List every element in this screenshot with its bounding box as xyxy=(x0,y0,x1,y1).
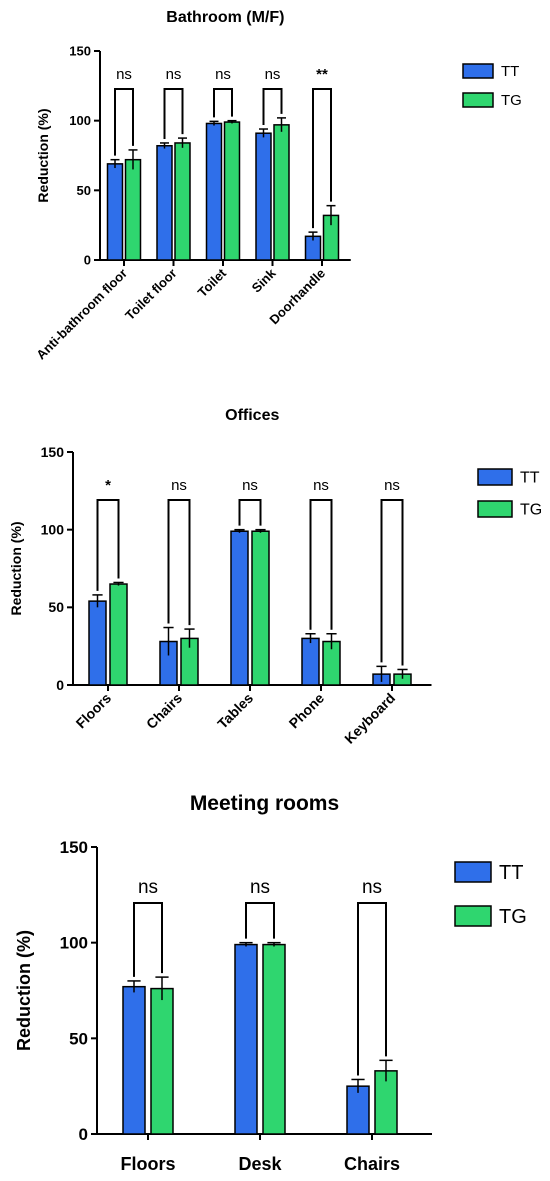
x-tick-label: Toilet floor xyxy=(122,266,179,323)
bar-TT xyxy=(205,122,223,261)
significance-label: ns xyxy=(265,66,281,83)
x-tick-label: Anti-bathroom floor xyxy=(33,266,130,363)
bar-TG xyxy=(273,124,290,261)
chart-title: Bathroom (M/F) xyxy=(166,9,284,26)
significance-label: ns xyxy=(384,477,400,494)
x-tick-label: Floors xyxy=(73,690,115,732)
x-tick-label: Chairs xyxy=(344,1154,400,1174)
bar-TG xyxy=(150,987,174,1135)
significance-bracket xyxy=(357,902,387,1076)
y-tick-label: 150 xyxy=(60,838,88,857)
legend-swatch-TT xyxy=(454,861,492,883)
y-tick-label: 0 xyxy=(56,677,64,693)
y-tick-label: 50 xyxy=(69,1029,88,1048)
y-axis-label: Reduction (%) xyxy=(8,521,24,615)
y-tick-label: 50 xyxy=(48,599,64,615)
legend-label-TG: TG xyxy=(520,502,542,519)
y-tick-label: 150 xyxy=(69,44,91,59)
y-axis-label: Reduction (%) xyxy=(35,108,51,202)
bar-TG xyxy=(223,121,241,261)
chart-1: Bathroom (M/F) 0 50 100 150 Reduction (%) Anti… xyxy=(33,9,522,362)
x-tick-label: Toilet xyxy=(195,265,230,300)
significance-bracket xyxy=(96,499,120,591)
x-tick-label: Desk xyxy=(238,1154,282,1174)
legend-label-TT: TT xyxy=(499,862,523,884)
y-tick-label: 0 xyxy=(79,1125,88,1144)
legend-swatch-TG xyxy=(462,92,494,108)
bar-TT xyxy=(156,144,173,261)
y-axis-label: Reduction (%) xyxy=(14,930,34,1051)
legend-label-TT: TT xyxy=(520,470,540,487)
significance-bracket xyxy=(309,499,333,630)
legend-swatch-TG xyxy=(454,905,492,927)
x-tick-label: Keyboard xyxy=(341,690,398,747)
significance-label: ns xyxy=(250,877,270,898)
x-tick-label: Sink xyxy=(249,265,280,296)
significance-bracket xyxy=(245,902,275,939)
bar-TG xyxy=(109,583,128,686)
y-tick-label: 150 xyxy=(41,444,65,460)
bar-TT xyxy=(346,1085,370,1135)
significance-label: ns xyxy=(215,66,231,83)
significance-bracket xyxy=(312,88,332,229)
x-tick-label: Phone xyxy=(286,690,328,732)
significance-bracket xyxy=(238,499,262,526)
chart-title: Offices xyxy=(225,407,279,424)
significance-bracket xyxy=(262,88,283,126)
bar-TT xyxy=(234,943,258,1135)
legend-label-TT: TT xyxy=(501,63,519,80)
legend-swatch-TG xyxy=(477,500,513,518)
bar-TT xyxy=(106,163,124,261)
bar-TG xyxy=(124,158,142,261)
y-tick-label: 0 xyxy=(84,253,91,268)
bar-TG xyxy=(251,530,270,686)
x-tick-label: Floors xyxy=(120,1154,175,1174)
y-tick-label: 100 xyxy=(41,522,65,538)
bar-TT xyxy=(122,985,146,1135)
significance-bracket xyxy=(213,88,233,118)
bar-TT xyxy=(255,132,272,261)
x-tick-label: Chairs xyxy=(143,690,185,732)
significance-label: ns xyxy=(138,877,158,898)
bar-TT xyxy=(230,530,249,686)
significance-bracket xyxy=(133,902,163,977)
chart-title: Meeting rooms xyxy=(190,792,339,815)
y-tick-label: 50 xyxy=(77,183,91,198)
significance-label: * xyxy=(105,477,111,494)
significance-bracket xyxy=(114,88,134,156)
bar-TT xyxy=(88,600,107,686)
y-tick-label: 100 xyxy=(69,113,91,128)
x-tick-label: Tables xyxy=(214,690,256,732)
legend-label-TG: TG xyxy=(499,906,527,928)
significance-label: ns xyxy=(362,877,382,898)
bar-TG xyxy=(262,943,286,1135)
significance-bracket xyxy=(380,499,404,666)
significance-label: ns xyxy=(166,66,182,83)
bar-TT xyxy=(301,637,320,686)
significance-label: ns xyxy=(116,66,132,83)
significance-label: ** xyxy=(316,66,328,83)
significance-label: ns xyxy=(171,477,187,494)
significance-bracket xyxy=(163,88,184,139)
legend-swatch-TT xyxy=(462,63,494,79)
legend-label-TG: TG xyxy=(501,92,522,109)
y-tick-label: 100 xyxy=(60,934,88,953)
chart-3: Meeting rooms 0 50 100 150 Reduction (%) Floor… xyxy=(14,792,527,1174)
bar-TG xyxy=(174,142,191,261)
significance-label: ns xyxy=(242,477,258,494)
chart-2: Offices 0 50 100 150 Reduction (%) Floors * Chai… xyxy=(8,407,542,747)
significance-bracket xyxy=(167,499,191,626)
significance-label: ns xyxy=(313,477,329,494)
legend-swatch-TT xyxy=(477,468,513,486)
